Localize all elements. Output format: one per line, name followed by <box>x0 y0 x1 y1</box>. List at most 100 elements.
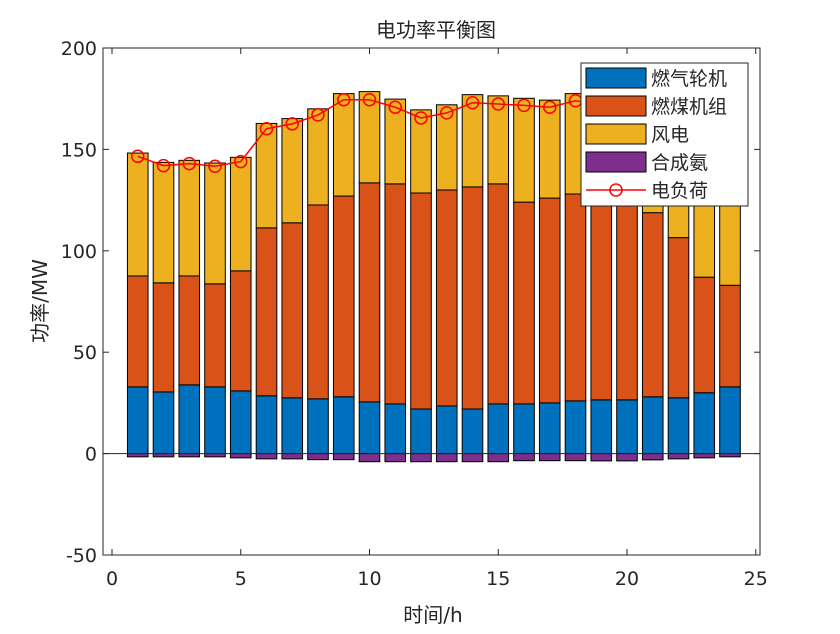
legend-label: 风电 <box>651 124 689 146</box>
bar-燃煤机组-3 <box>178 275 201 386</box>
legend-label: 燃煤机组 <box>651 96 727 118</box>
bar-燃气轮机-17 <box>538 402 561 455</box>
axes-box <box>102 47 761 556</box>
bar-合成氨-5 <box>229 453 252 459</box>
bar-燃煤机组-5 <box>229 270 252 392</box>
legend-label: 合成氨 <box>651 152 708 174</box>
load-marker-6 <box>259 121 274 136</box>
bar-燃气轮机-8 <box>307 398 329 455</box>
load-marker-7 <box>285 117 299 131</box>
bar-燃煤机组-21 <box>641 212 664 398</box>
bar-合成氨-17 <box>538 453 561 462</box>
bar-合成氨-7 <box>281 453 304 460</box>
bar-风电-8 <box>307 108 329 206</box>
bar-风电-4 <box>204 162 226 285</box>
bar-燃气轮机-9 <box>332 396 355 455</box>
bar-燃煤机组-19 <box>590 197 613 401</box>
bar-燃气轮机-23 <box>693 392 716 455</box>
y-axis-label: 功率/MW <box>28 259 52 343</box>
load-marker-17 <box>543 100 557 114</box>
bar-合成氨-14 <box>461 453 484 463</box>
legend-label: 燃气轮机 <box>651 68 727 90</box>
bar-风电-7 <box>281 118 304 224</box>
bar-风电-3 <box>178 159 201 277</box>
bar-合成氨-16 <box>513 453 535 462</box>
bar-燃煤机组-17 <box>538 197 561 404</box>
bar-燃气轮机-7 <box>281 397 304 455</box>
axes-layer: 0 5 10 15 20 25 -50 0 50 100 150 200 <box>61 38 768 590</box>
load-marker-15 <box>491 97 505 111</box>
y-tick-label: 100 <box>61 241 97 263</box>
bar-燃煤机组-6 <box>255 227 278 397</box>
x-tick-label: 0 <box>106 568 118 590</box>
load-marker-13 <box>440 106 454 120</box>
bar-燃气轮机-4 <box>204 386 226 455</box>
bar-燃气轮机-1 <box>126 386 149 455</box>
bar-风电-9 <box>332 93 355 197</box>
bar-燃煤机组-23 <box>693 276 716 394</box>
bar-合成氨-11 <box>384 453 407 463</box>
x-tick-label: 25 <box>744 568 768 590</box>
load-marker-8 <box>311 108 325 122</box>
bar-合成氨-15 <box>487 453 510 463</box>
bar-风电-16 <box>513 97 535 203</box>
bar-合成氨-18 <box>564 453 587 462</box>
load-marker-12 <box>414 111 428 125</box>
legend-label: 电负荷 <box>651 180 708 202</box>
bar-风电-2 <box>152 161 175 284</box>
y-tick-label: -50 <box>66 545 97 567</box>
bar-燃煤机组-7 <box>281 222 304 399</box>
y-tick-label: 150 <box>61 139 97 161</box>
x-tick-label: 5 <box>235 568 247 590</box>
bar-燃气轮机-20 <box>616 399 638 455</box>
bar-燃煤机组-20 <box>616 201 638 401</box>
load-marker-1 <box>131 149 145 164</box>
bar-合成氨-21 <box>641 453 664 461</box>
bar-风电-1 <box>126 152 149 277</box>
load-marker-5 <box>234 154 248 169</box>
bar-燃气轮机-15 <box>487 403 510 455</box>
bar-合成氨-22 <box>667 453 690 460</box>
legend-swatch-合成氨 <box>585 151 647 173</box>
bar-燃煤机组-15 <box>487 183 510 405</box>
bar-燃煤机组-4 <box>204 283 226 388</box>
bar-燃气轮机-24 <box>719 386 741 455</box>
bar-燃气轮机-16 <box>513 403 535 455</box>
load-marker-11 <box>388 100 402 114</box>
bar-燃煤机组-9 <box>332 195 355 398</box>
bar-燃煤机组-18 <box>564 193 587 402</box>
legend-swatch-燃煤机组 <box>585 95 647 117</box>
bar-燃煤机组-22 <box>667 237 690 399</box>
bar-风电-11 <box>384 98 407 185</box>
y-tick-label: 200 <box>61 38 97 60</box>
bar-风电-12 <box>410 109 432 194</box>
x-tick-label: 20 <box>615 568 639 590</box>
bar-燃气轮机-2 <box>152 391 175 455</box>
bar-合成氨-9 <box>332 453 355 461</box>
load-marker-16 <box>517 98 531 113</box>
bar-燃气轮机-10 <box>358 401 381 455</box>
load-marker-2 <box>156 158 171 173</box>
bar-燃气轮机-6 <box>255 395 278 455</box>
bar-燃气轮机-12 <box>410 408 432 455</box>
legend-marker-swatch <box>609 183 623 197</box>
bar-合成氨-19 <box>590 453 613 462</box>
bar-燃煤机组-8 <box>307 204 329 400</box>
bar-燃气轮机-21 <box>641 396 664 455</box>
bar-合成氨-6 <box>255 453 278 460</box>
load-marker-4 <box>208 159 222 173</box>
bar-燃煤机组-11 <box>384 183 407 405</box>
bar-燃气轮机-18 <box>564 400 587 455</box>
bar-燃气轮机-13 <box>435 405 458 455</box>
bar-燃煤机组-1 <box>126 275 149 388</box>
bar-燃气轮机-22 <box>667 397 690 455</box>
bar-合成氨-8 <box>307 453 329 461</box>
bar-燃煤机组-14 <box>461 186 484 410</box>
bar-燃煤机组-10 <box>358 182 381 403</box>
bar-燃气轮机-11 <box>384 403 407 455</box>
bar-风电-13 <box>435 104 458 191</box>
bar-燃气轮机-5 <box>229 390 252 455</box>
